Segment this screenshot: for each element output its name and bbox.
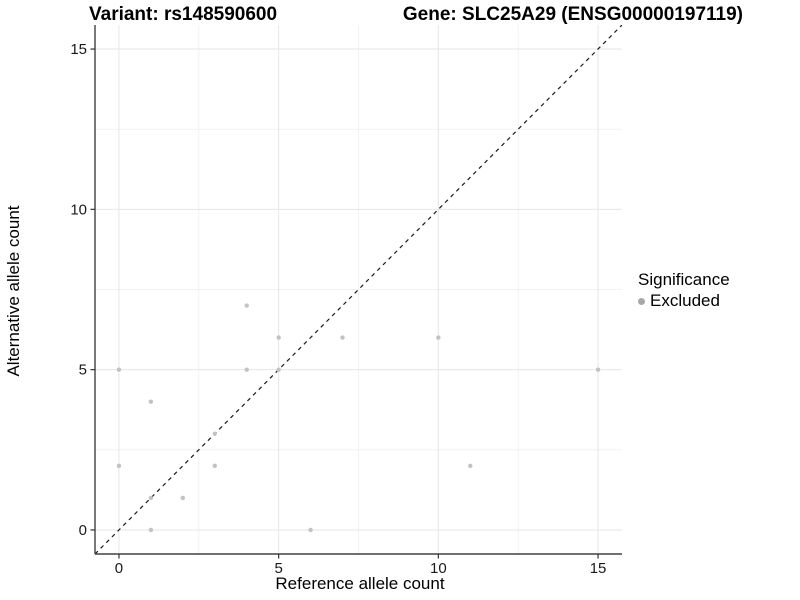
legend-item-excluded: Excluded (638, 291, 730, 311)
legend-title: Significance (638, 270, 730, 289)
data-point (116, 367, 122, 372)
x-axis-title: Reference allele count (275, 574, 445, 593)
plot-title-variant: Variant: rs148590600 (89, 4, 278, 25)
data-point (308, 527, 313, 533)
data-point (595, 367, 601, 372)
data-point (148, 399, 154, 404)
data-point (148, 495, 154, 501)
plot-title-gene: Gene: SLC25A29 (ENSG00000197119) (402, 4, 743, 25)
data-point (244, 367, 249, 372)
x-tick-label: 15 (590, 560, 607, 577)
data-point (436, 335, 441, 340)
y-tick-label: 10 (70, 201, 87, 218)
data-point (116, 463, 122, 469)
legend-point-icon (638, 297, 645, 305)
y-axis-title: Alternative allele count (4, 205, 23, 377)
x-tick-label: 0 (115, 560, 123, 577)
legend-item-label: Excluded (650, 291, 720, 310)
data-point (212, 431, 217, 436)
x-tick-label: 10 (430, 560, 447, 577)
data-point (180, 495, 186, 501)
data-point (148, 527, 154, 533)
x-tick-label: 5 (274, 560, 282, 577)
y-tick-label: 0 (79, 522, 87, 539)
data-point (276, 335, 281, 340)
y-tick-label: 5 (79, 362, 87, 379)
data-point (276, 367, 281, 372)
y-tick-label: 15 (70, 41, 87, 58)
legend: Significance Excluded (638, 270, 730, 311)
data-point (468, 463, 473, 469)
data-point (212, 463, 217, 469)
data-point (340, 335, 345, 340)
data-point (244, 303, 249, 308)
